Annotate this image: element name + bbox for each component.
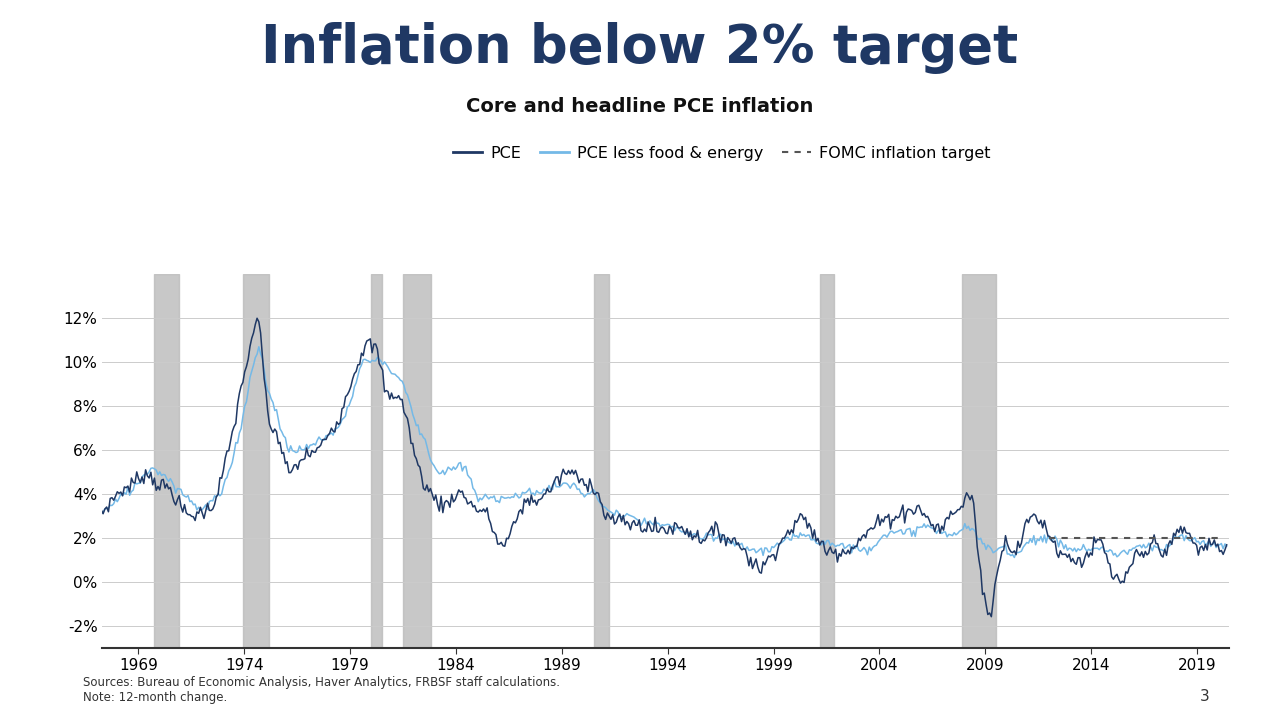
Bar bbox=[371, 274, 381, 648]
Text: Inflation below 2% target: Inflation below 2% target bbox=[261, 22, 1019, 73]
Bar bbox=[594, 274, 609, 648]
Text: Sources: Bureau of Economic Analysis, Haver Analytics, FRBSF staff calculations.: Sources: Bureau of Economic Analysis, Ha… bbox=[83, 676, 561, 704]
Bar bbox=[403, 274, 431, 648]
Legend: PCE, PCE less food & energy, FOMC inflation target: PCE, PCE less food & energy, FOMC inflat… bbox=[447, 139, 997, 167]
Bar bbox=[819, 274, 833, 648]
Bar bbox=[243, 274, 269, 648]
Bar bbox=[155, 274, 179, 648]
Bar bbox=[963, 274, 996, 648]
Text: 3: 3 bbox=[1199, 689, 1210, 704]
Text: Core and headline PCE inflation: Core and headline PCE inflation bbox=[466, 97, 814, 116]
